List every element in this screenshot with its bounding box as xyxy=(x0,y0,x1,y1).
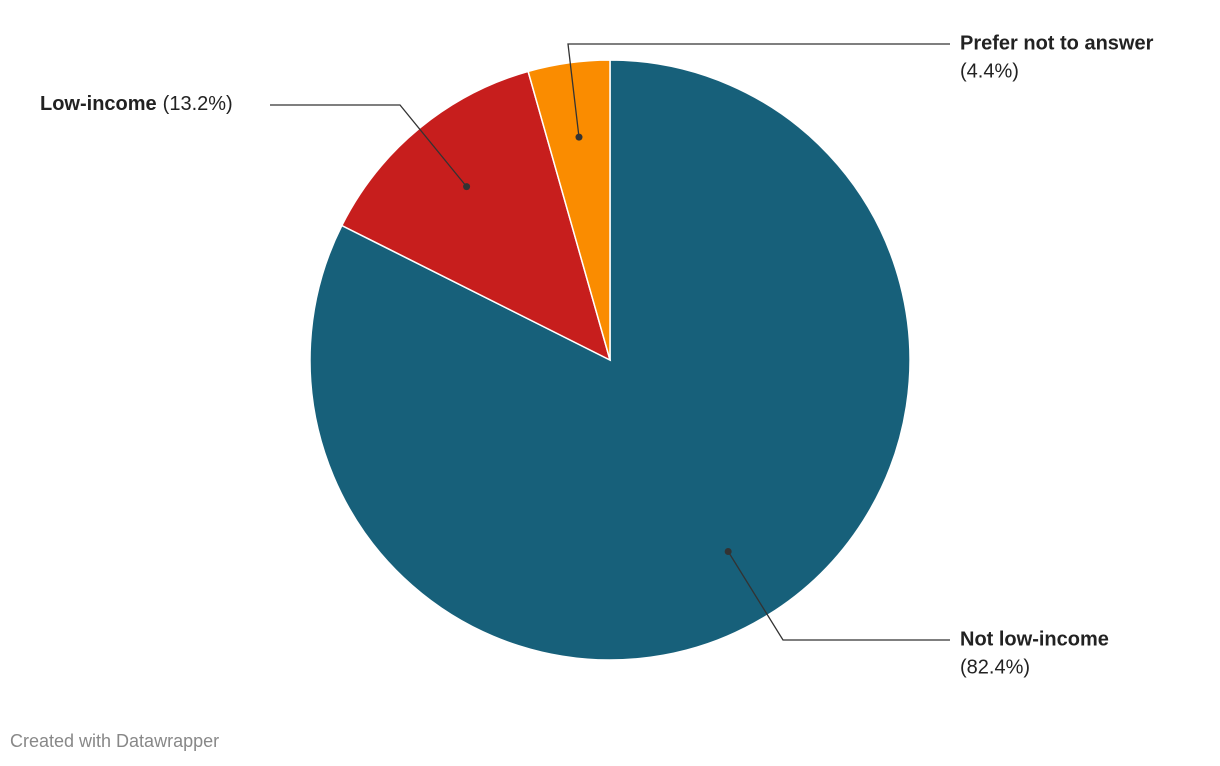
value-label: (13.2%) xyxy=(163,93,233,115)
leader-dot xyxy=(463,183,471,191)
value-label: (4.4%) xyxy=(960,60,1019,82)
leader-line xyxy=(727,551,950,641)
category-label: Low-income xyxy=(40,93,157,115)
leader-line xyxy=(270,104,468,188)
leader-line xyxy=(567,43,950,138)
credit: Created with Datawrapper xyxy=(10,731,219,751)
category-label: Not low-income xyxy=(960,628,1109,650)
category-label: Prefer not to answer xyxy=(960,32,1154,54)
pie-slice xyxy=(527,59,611,361)
slice-label: Low-income (13.2%) xyxy=(40,93,233,115)
value-label: (82.4%) xyxy=(960,656,1030,678)
leader-dot xyxy=(575,133,583,141)
leader-dot xyxy=(724,547,732,555)
